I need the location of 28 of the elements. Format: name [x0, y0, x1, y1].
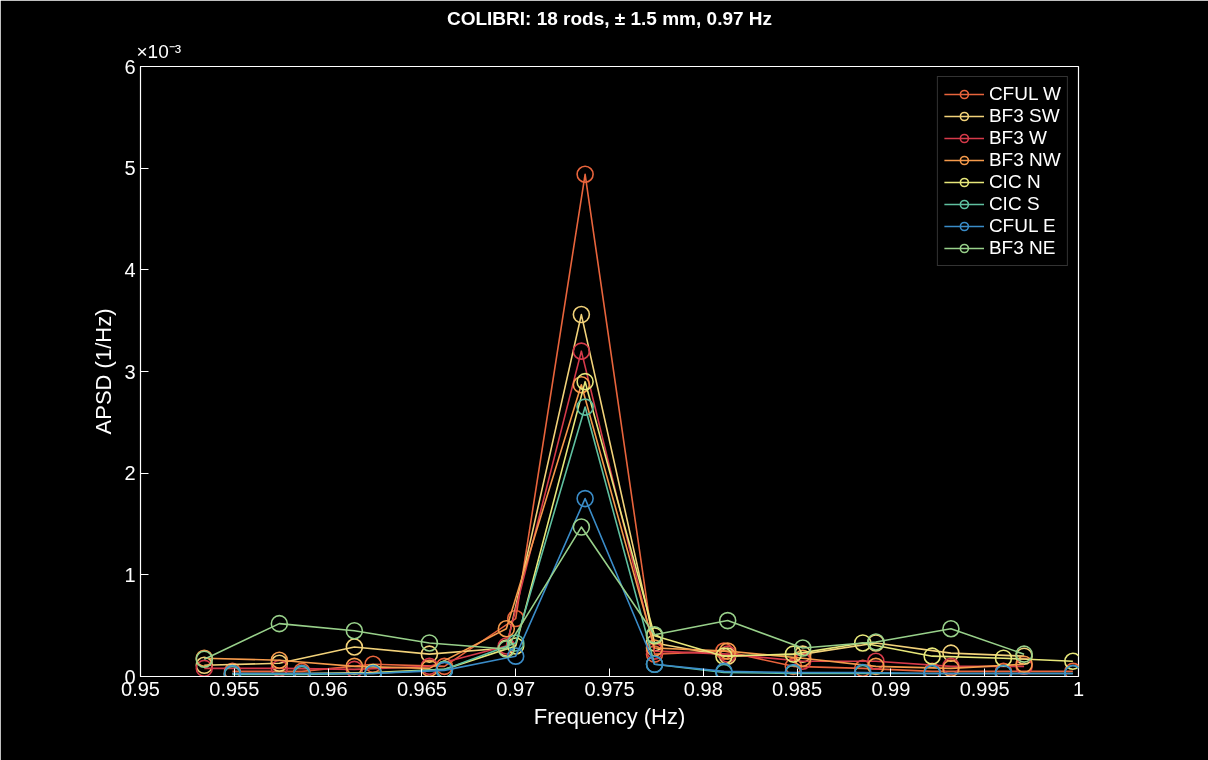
x-tick-label: 0.97	[496, 677, 536, 700]
x-tick-label: 0.985	[772, 677, 823, 700]
y-tick-label: 5	[124, 157, 136, 180]
x-tick-label: 0.975	[584, 677, 635, 700]
legend-label: CFUL E	[988, 215, 1056, 237]
x-tick-label: 0.96	[308, 677, 348, 700]
y-tick-label: 3	[124, 360, 136, 383]
y-tick-label: 4	[124, 258, 136, 281]
y-tick-label: 1	[124, 563, 136, 586]
y-axis-title: APSD (1/Hz)	[91, 308, 117, 435]
legend-label: CIC N	[988, 171, 1041, 193]
x-tick-label: 0.98	[683, 677, 723, 700]
legend-label: BF3 SW	[988, 105, 1060, 127]
legend-label: BF3 NE	[988, 237, 1056, 259]
chart-title: COLIBRI: 18 rods, ± 1.5 mm, 0.97 Hz	[446, 7, 773, 29]
x-axis-title: Frequency (Hz)	[533, 703, 686, 729]
x-tick-label: 1	[1072, 677, 1085, 700]
x-tick-label: 0.955	[209, 677, 260, 700]
legend-label: CIC S	[988, 193, 1040, 215]
x-tick-label: 0.995	[959, 677, 1010, 700]
legend-label: BF3 W	[988, 127, 1047, 149]
text: ×10⁻³	[136, 40, 182, 62]
y-tick-label: 2	[124, 462, 136, 485]
y-tick-label: 6	[124, 55, 136, 78]
x-tick-label: 0.99	[871, 677, 911, 700]
legend-label: CFUL W	[988, 83, 1061, 105]
x-tick-label: 0.965	[396, 677, 447, 700]
legend-label: BF3 NW	[988, 149, 1061, 171]
